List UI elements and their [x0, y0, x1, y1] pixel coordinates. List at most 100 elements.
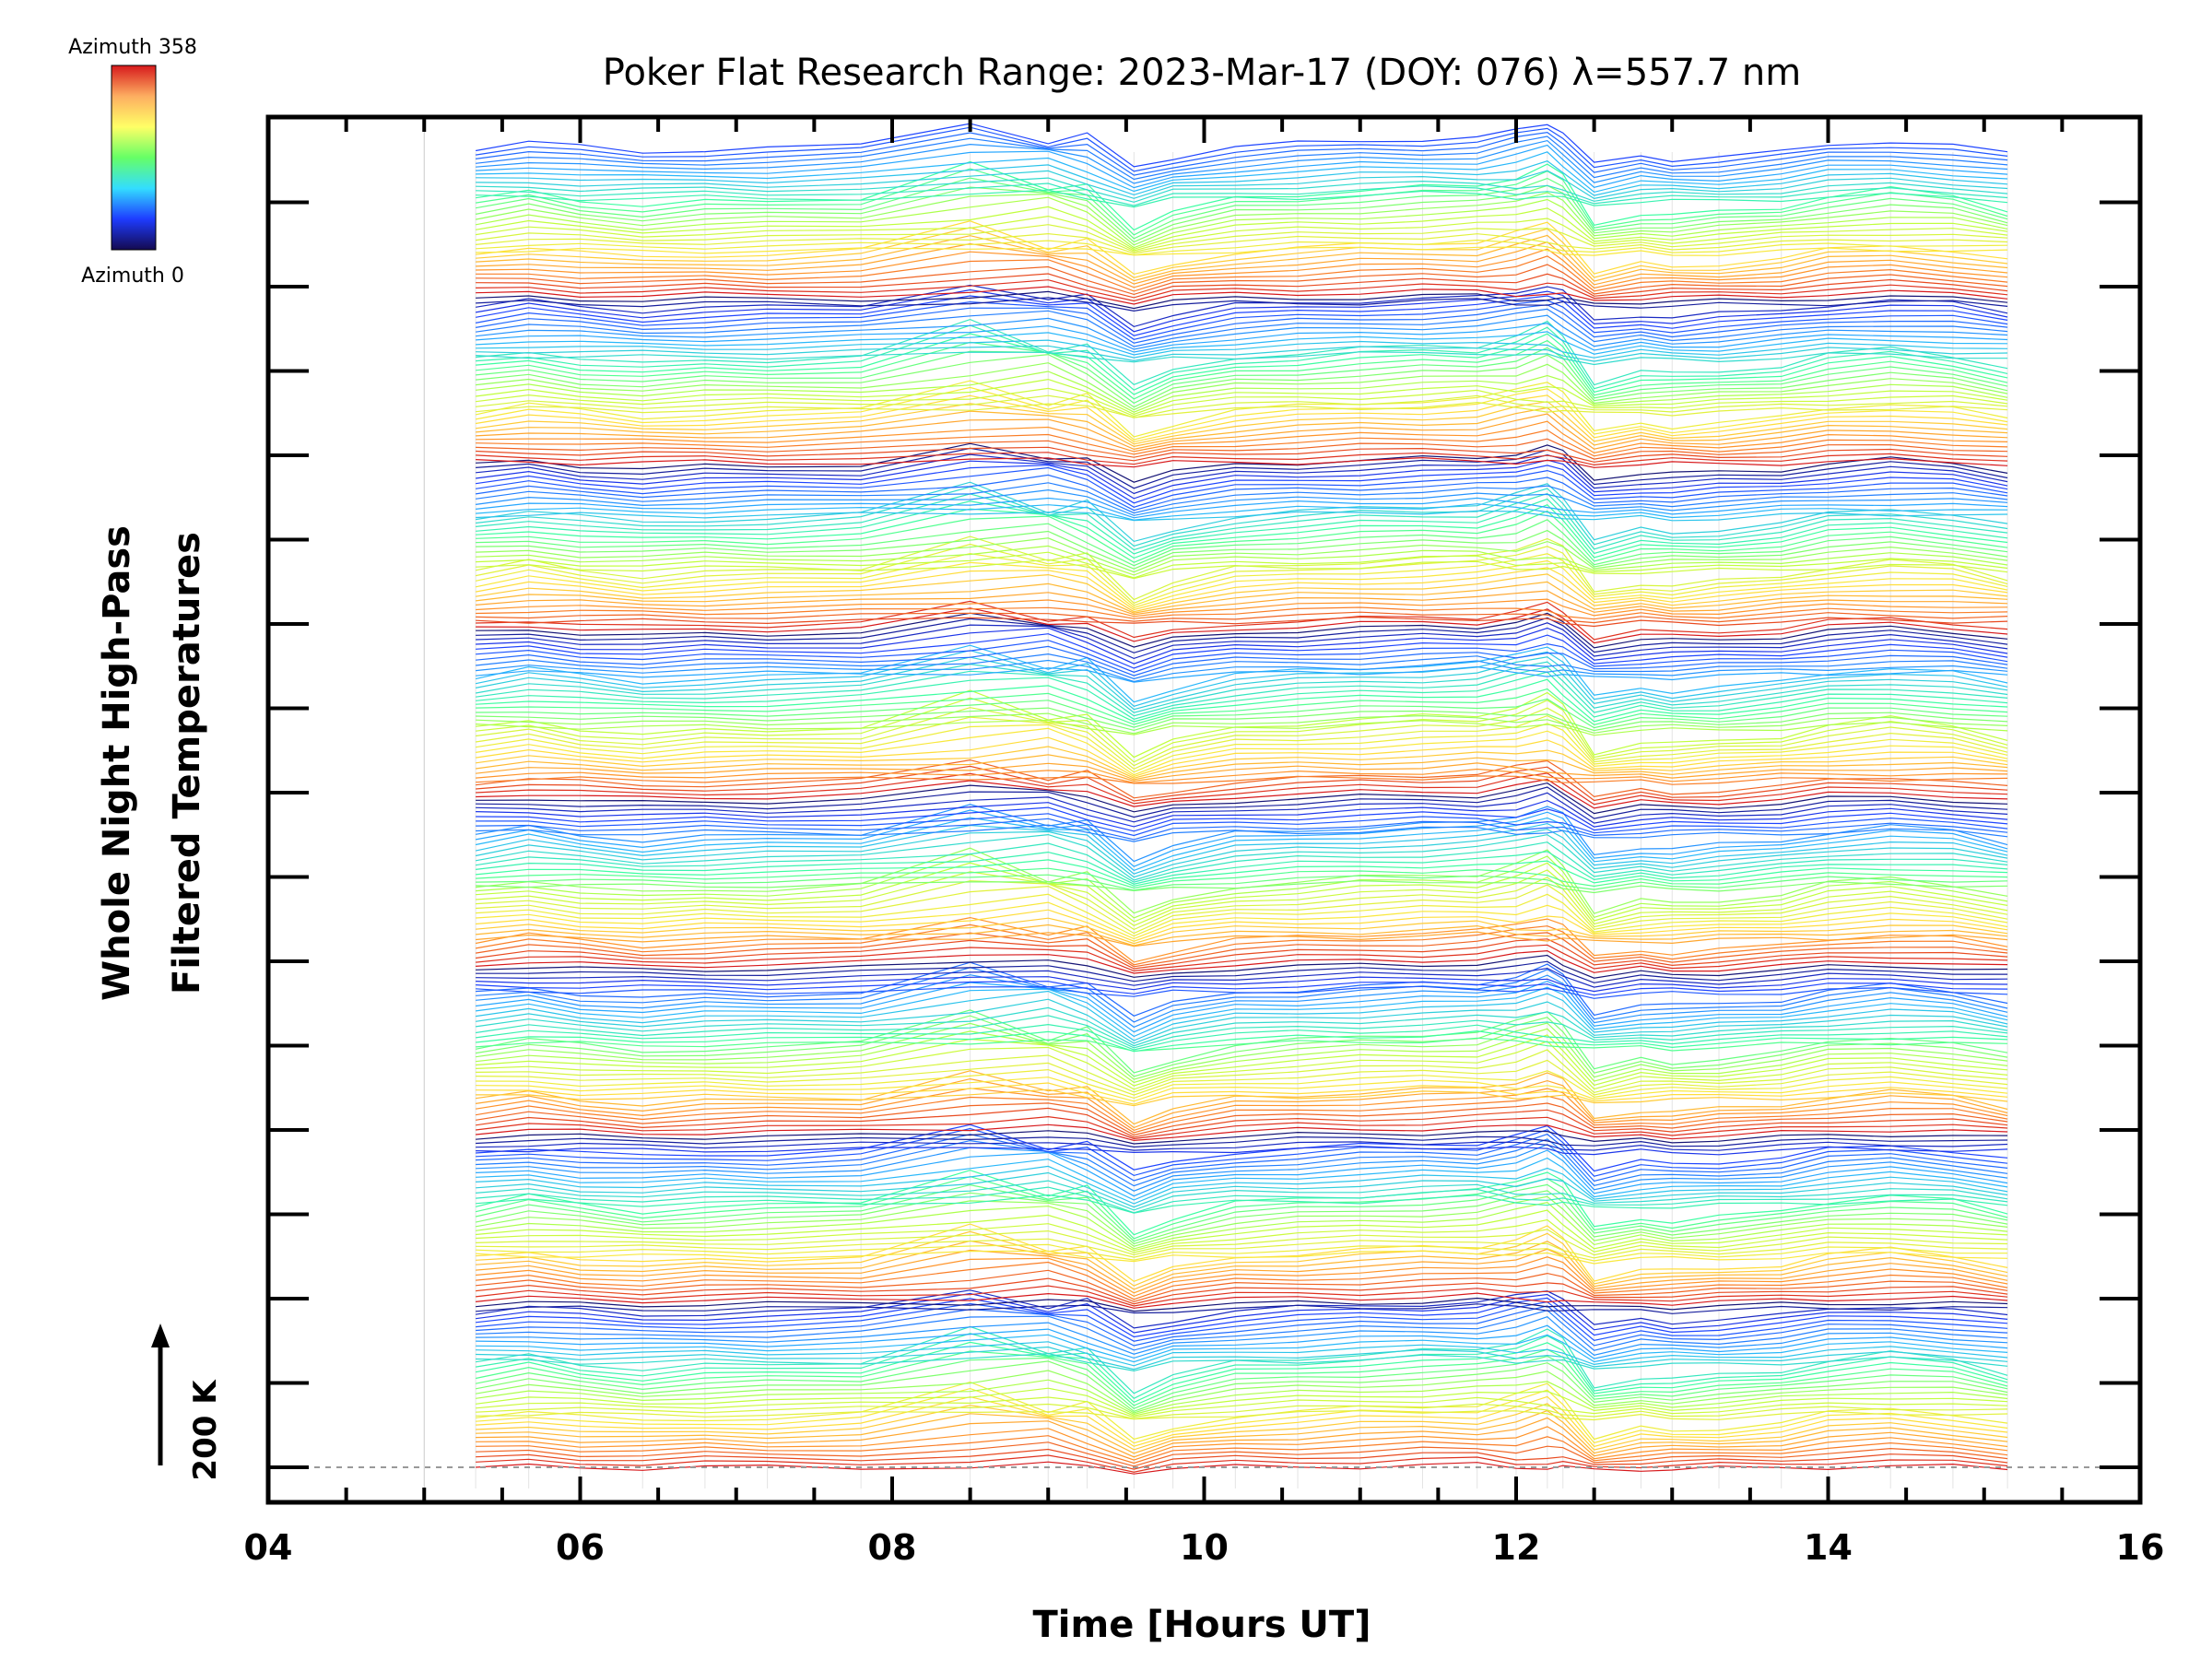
- trace-294: [476, 144, 2008, 189]
- trace-197: [476, 581, 2008, 614]
- trace-220: [476, 482, 2008, 514]
- trace-213: [476, 492, 2008, 551]
- trace-195: [476, 598, 2008, 618]
- trace-44: [476, 1248, 2008, 1294]
- trace-159: [476, 754, 2008, 781]
- trace-175: [476, 665, 2008, 717]
- trace-119: [475, 916, 2008, 963]
- trace-79: [476, 1102, 2008, 1136]
- trace-155: [476, 759, 2008, 799]
- trace-243: [476, 378, 2008, 416]
- trace-32: [476, 1300, 2008, 1342]
- trace-56: [475, 1190, 2008, 1245]
- trace-130: [476, 853, 2008, 919]
- trace-249: [476, 333, 2008, 395]
- trace-256: [476, 323, 2008, 353]
- trace-123: [476, 909, 2008, 942]
- trace-47: [476, 1223, 2008, 1282]
- trace-40: [476, 1277, 2008, 1305]
- colorbar: Azimuth 358 Azimuth 0: [68, 36, 197, 288]
- trace-95: [475, 1009, 2008, 1074]
- trace-210: [476, 510, 2008, 563]
- trace-116: [476, 938, 2008, 970]
- trace-23: [476, 1325, 2008, 1394]
- trace-211: [476, 503, 2008, 559]
- trace-265: [476, 290, 2008, 310]
- trace-99: [476, 1015, 2008, 1049]
- trace-49: [476, 1243, 2008, 1262]
- trace-73: [476, 1141, 2008, 1151]
- trace-223: [476, 465, 2008, 504]
- trace-82: [476, 1077, 2008, 1129]
- trace-185: [476, 633, 2008, 669]
- trace-81: [476, 1088, 2008, 1132]
- trace-263: [476, 284, 2008, 328]
- trace-0: [476, 1461, 2008, 1475]
- trace-253: [476, 345, 2008, 362]
- trace-298: [476, 126, 2008, 172]
- trace-199: [475, 567, 2008, 611]
- trace-89: [476, 1049, 2008, 1094]
- trace-161: [476, 736, 2008, 778]
- trace-244: [476, 371, 2008, 413]
- trace-207: [476, 537, 2008, 573]
- trace-25: [476, 1346, 2008, 1371]
- trace-69: [476, 1133, 2008, 1182]
- trace-255: [476, 331, 2008, 356]
- trace-173: [476, 678, 2008, 723]
- trace-156: [476, 775, 2008, 785]
- colorbar-bottom-label: Azimuth 0: [81, 265, 184, 288]
- trace-85: [476, 1082, 2008, 1105]
- trace-229: [476, 452, 2008, 466]
- trace-192: [476, 616, 2008, 628]
- trace-236: [476, 401, 2008, 445]
- trace-112: [476, 960, 2008, 983]
- trace-48: [476, 1250, 2008, 1265]
- trace-198: [476, 573, 2008, 613]
- trace-188: [476, 617, 2008, 653]
- trace-98: [476, 1023, 2008, 1051]
- trace-160: [476, 746, 2008, 779]
- trace-61: [476, 1186, 2008, 1214]
- trace-103: [476, 986, 2008, 1038]
- trace-101: [476, 998, 2008, 1044]
- trace-268: [476, 273, 2008, 299]
- trace-154: [476, 765, 2008, 802]
- trace-174: [476, 671, 2008, 720]
- x-tick-label: 10: [1180, 1527, 1229, 1568]
- trace-233: [476, 420, 2008, 454]
- trace-110: [476, 976, 2008, 993]
- x-axis-title: Time [Hours UT]: [1033, 1604, 1371, 1646]
- trace-178: [475, 650, 2008, 707]
- trace-68: [476, 1138, 2008, 1187]
- trace-31: [476, 1305, 2008, 1347]
- trace-107: [476, 961, 2008, 1017]
- trace-125: [476, 893, 2008, 937]
- trace-128: [476, 869, 2008, 926]
- trace-191: [476, 600, 2008, 641]
- trace-129: [476, 862, 2008, 923]
- scale-bar-arrowhead: [151, 1324, 170, 1347]
- trace-2: [476, 1448, 2008, 1470]
- trace-196: [476, 590, 2008, 616]
- trace-221: [476, 474, 2008, 512]
- trace-24: [476, 1352, 2008, 1372]
- trace-190: [476, 607, 2008, 644]
- trace-252: [476, 351, 2008, 366]
- trace-140: [475, 822, 2008, 875]
- trace-17: [475, 1370, 2008, 1414]
- trace-7: [476, 1409, 2008, 1454]
- trace-122: [476, 917, 2008, 945]
- trace-224: [476, 459, 2008, 500]
- trace-242: [476, 387, 2008, 418]
- trace-29: [476, 1316, 2008, 1356]
- trace-284: [475, 184, 2008, 243]
- trace-27: [476, 1334, 2008, 1363]
- x-tick-label: 08: [868, 1527, 917, 1568]
- trace-217: [476, 503, 2008, 521]
- trace-157: [476, 768, 2008, 783]
- trace-86: [476, 1077, 2008, 1102]
- trace-100: [476, 1006, 2008, 1047]
- trace-218: [476, 497, 2008, 519]
- trace-270: [476, 255, 2008, 292]
